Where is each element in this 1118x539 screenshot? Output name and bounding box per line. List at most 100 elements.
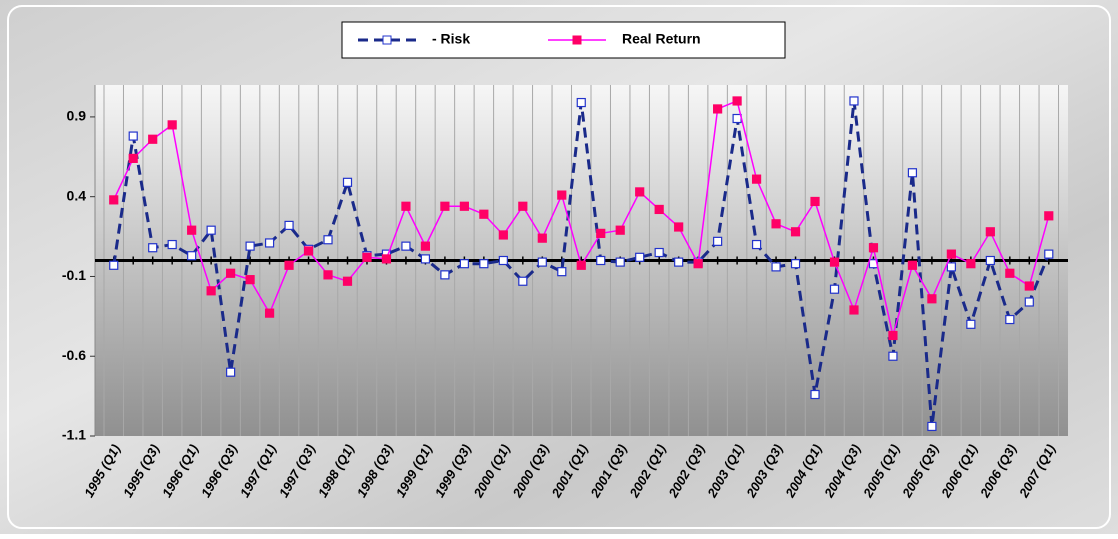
point-marker	[829, 257, 840, 267]
point-marker	[1024, 281, 1034, 291]
point-marker	[401, 241, 411, 251]
point-marker	[732, 113, 742, 124]
point-marker	[927, 421, 937, 432]
legend-marker	[572, 35, 582, 45]
point-marker	[420, 254, 431, 264]
point-marker	[537, 233, 547, 243]
point-marker	[245, 275, 255, 285]
point-marker	[226, 268, 236, 278]
point-marker	[751, 174, 762, 184]
point-marker	[479, 209, 489, 219]
point-marker	[829, 284, 840, 294]
point-marker	[713, 104, 723, 114]
legend-label: - Risk	[432, 31, 470, 47]
point-marker	[615, 257, 625, 267]
point-marker	[907, 260, 918, 270]
point-marker	[323, 270, 333, 280]
point-marker	[362, 252, 372, 262]
point-marker	[693, 259, 703, 269]
point-marker	[654, 247, 664, 258]
y-tick-label: -0.1	[62, 267, 86, 283]
point-marker	[479, 259, 489, 269]
point-marker	[674, 222, 684, 232]
y-tick-label: -0.6	[62, 347, 86, 363]
point-marker	[635, 252, 645, 262]
point-marker	[537, 257, 547, 267]
point-marker	[1024, 297, 1034, 307]
point-marker	[1044, 249, 1054, 259]
frame	[7, 5, 1111, 529]
point-marker	[907, 168, 918, 178]
point-marker	[109, 260, 119, 270]
point-marker	[888, 351, 898, 361]
point-marker	[888, 330, 898, 341]
point-marker	[401, 201, 411, 211]
point-marker	[459, 201, 469, 211]
point-marker	[518, 201, 528, 211]
point-marker	[518, 276, 528, 286]
point-marker	[596, 255, 606, 266]
legend-label: Real Return	[622, 31, 701, 47]
point-marker	[713, 236, 723, 246]
point-marker	[849, 305, 859, 315]
point-marker	[966, 319, 976, 329]
point-marker	[946, 262, 956, 272]
point-marker	[849, 96, 859, 106]
point-marker	[654, 204, 664, 215]
point-marker	[381, 254, 392, 264]
point-marker	[440, 201, 450, 211]
point-marker	[264, 308, 275, 318]
point-marker	[498, 230, 508, 240]
point-marker	[771, 262, 781, 272]
point-marker	[167, 239, 177, 250]
point-marker	[966, 259, 976, 269]
point-marker	[810, 389, 820, 400]
point-marker	[596, 228, 606, 238]
point-marker	[109, 195, 119, 205]
point-marker	[868, 243, 879, 253]
point-marker	[927, 294, 937, 304]
y-tick-label: 0.9	[67, 108, 87, 124]
point-marker	[148, 134, 158, 144]
point-marker	[303, 246, 314, 256]
point-marker	[751, 239, 762, 250]
point-marker	[771, 219, 781, 229]
point-marker	[342, 177, 353, 187]
point-marker	[635, 187, 645, 197]
point-marker	[128, 131, 138, 141]
point-marker	[557, 267, 567, 277]
point-marker	[187, 225, 197, 235]
point-marker	[732, 96, 742, 106]
point-marker	[323, 235, 333, 245]
point-marker	[674, 257, 684, 267]
point-marker	[148, 243, 158, 253]
point-marker	[576, 97, 586, 108]
point-marker	[576, 260, 586, 270]
point-marker	[206, 225, 216, 235]
point-marker	[284, 260, 294, 270]
point-marker	[790, 259, 801, 269]
point-marker	[167, 120, 177, 130]
point-marker	[557, 190, 567, 200]
point-marker	[985, 227, 995, 237]
point-marker	[226, 367, 236, 377]
point-marker	[1044, 211, 1054, 221]
point-marker	[245, 241, 255, 251]
legend-marker	[382, 35, 392, 45]
point-marker	[342, 276, 353, 286]
point-marker	[128, 153, 138, 163]
point-marker	[187, 251, 197, 261]
point-marker	[440, 270, 450, 280]
y-tick-label: 0.4	[67, 187, 87, 203]
point-marker	[985, 255, 995, 266]
point-marker	[264, 238, 275, 248]
point-marker	[1005, 314, 1015, 325]
y-tick-label: -1.1	[62, 427, 86, 443]
point-marker	[946, 249, 956, 259]
point-marker	[810, 196, 820, 207]
point-marker	[284, 220, 294, 230]
point-marker	[1005, 268, 1015, 278]
point-marker	[498, 255, 508, 266]
point-marker	[615, 225, 625, 235]
